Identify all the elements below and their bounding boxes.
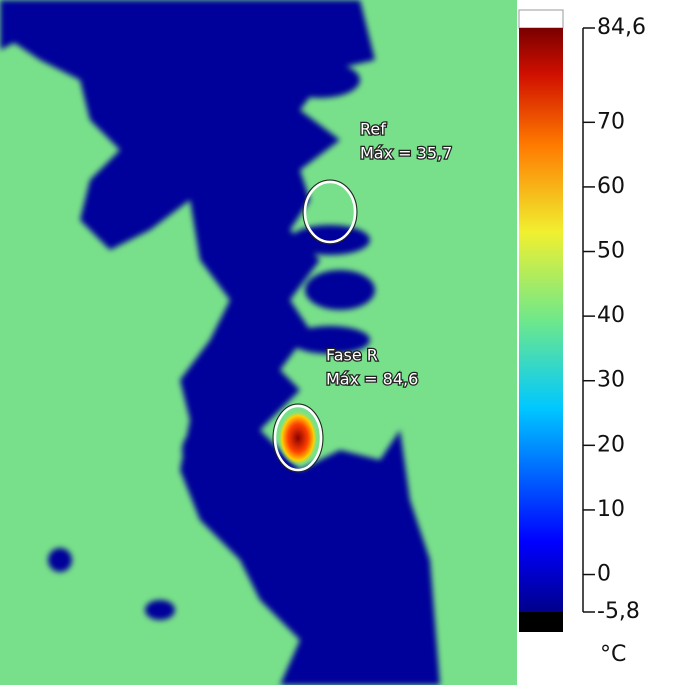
tick-label: 70 <box>597 109 625 134</box>
tick-label: 84,6 <box>597 15 646 40</box>
tick-label: 20 <box>597 432 625 457</box>
marker-reading: Máx = 35,7 <box>360 144 452 163</box>
marker-reading: Máx = 84,6 <box>326 370 418 389</box>
tick-label: 10 <box>597 497 625 522</box>
tick-label: -5,8 <box>597 599 640 624</box>
colorbar: °C 84,6 70 60 50 40 30 20 10 0 -5,8 <box>518 9 646 667</box>
tick-label: 40 <box>597 303 625 328</box>
marker-label: Ref <box>360 120 386 139</box>
marker-label: Fase R <box>326 346 378 365</box>
tick-label: 60 <box>597 174 625 199</box>
tick-label: 30 <box>597 368 625 393</box>
tick-label: 50 <box>597 239 625 264</box>
tick-label: 0 <box>597 562 611 587</box>
unit-label: °C <box>600 642 626 667</box>
thermal-image: Ref Máx = 35,7 Fase R Máx = 84,6 <box>0 0 517 685</box>
